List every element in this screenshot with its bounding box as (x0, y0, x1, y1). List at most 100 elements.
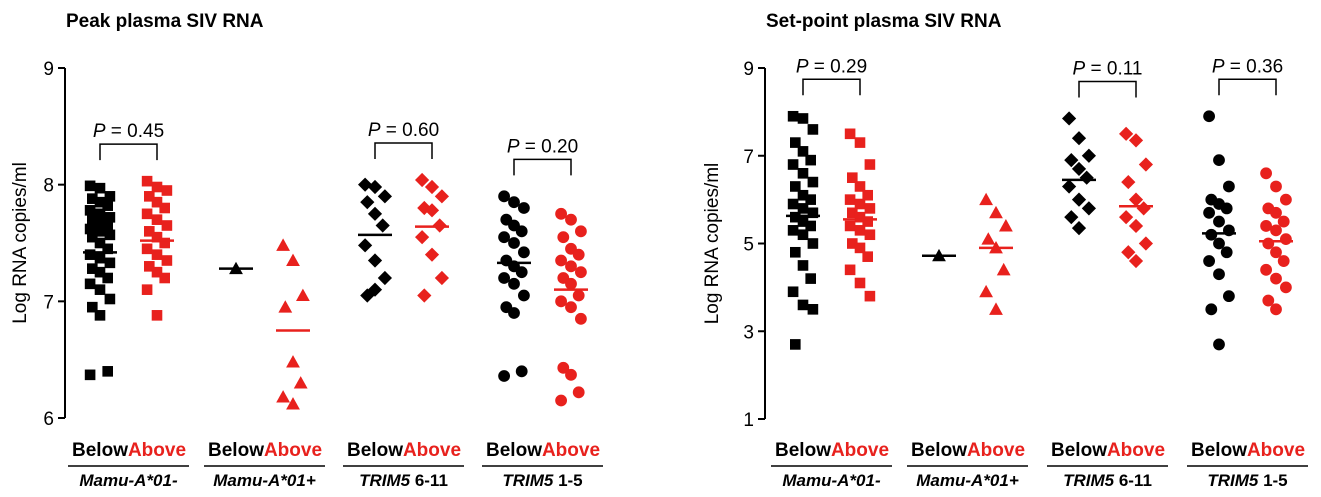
above-point (844, 128, 856, 140)
p-value-label: P = 0.29 (796, 56, 867, 77)
below-point (94, 284, 106, 295)
below-point (807, 176, 819, 188)
y-tick-label: 7 (743, 147, 754, 168)
panel-set-point-plasma: Set-point plasma SIV RNA Log RNA copies/m… (702, 11, 1308, 490)
significance-bracket (374, 142, 433, 159)
group-trim5-1-5: Below Above TRIM5 1-5 P = 0.20 (482, 136, 603, 490)
above-point (415, 230, 430, 245)
above-point (854, 277, 866, 289)
below-point (1071, 221, 1087, 236)
below-point (787, 198, 799, 210)
y-axis-label: Log RNA copies/ml (10, 162, 31, 324)
above-point (854, 225, 866, 236)
below-point (1203, 206, 1215, 219)
above-point (1136, 201, 1151, 216)
above-point (572, 386, 585, 399)
above-point (276, 390, 290, 403)
below-category-label: Below (347, 440, 403, 461)
above-point (1260, 263, 1272, 276)
below-point (1220, 246, 1233, 259)
group-trim5-6-11: Below Above TRIM5 6-11 P = 0.60 (343, 120, 464, 490)
below-point (1223, 290, 1235, 303)
above-point (575, 312, 587, 325)
above-category-label: Above (128, 440, 186, 461)
below-point (790, 339, 801, 350)
below-point (1064, 153, 1079, 168)
above-point (989, 205, 1003, 219)
below-point (1079, 170, 1094, 185)
above-point (434, 189, 449, 204)
below-point (87, 214, 98, 225)
p-value-label: P = 0.20 (507, 136, 578, 157)
below-point (1213, 215, 1225, 228)
below-point (102, 366, 113, 377)
below-point (805, 220, 816, 232)
significance-bracket (99, 143, 158, 161)
below-point (807, 207, 819, 219)
above-point (296, 288, 310, 302)
below-point (87, 263, 98, 274)
below-point (1213, 154, 1225, 167)
group-mamu-a-01-: Below Above Mamu-A*01+ (907, 192, 1028, 490)
below-point (797, 113, 809, 124)
below-point (84, 249, 96, 260)
below-point (367, 179, 383, 195)
above-category-label: Above (1107, 440, 1165, 461)
above-point (276, 238, 290, 251)
y-tick-label: 9 (743, 59, 754, 80)
significance-bracket (802, 78, 861, 96)
above-point (1270, 303, 1282, 316)
above-category-label: Above (967, 440, 1025, 461)
below-point (805, 194, 816, 205)
above-point (981, 232, 996, 245)
below-point (104, 229, 116, 241)
above-point (286, 253, 300, 267)
below-point (790, 246, 801, 258)
group-label: Mamu-A*01- (79, 471, 178, 490)
y-axis-label: Log RNA copies/ml (702, 163, 723, 325)
above-point (555, 254, 567, 267)
above-point (996, 262, 1011, 276)
above-point (979, 284, 993, 298)
above-point (159, 202, 170, 214)
above-point (151, 214, 163, 225)
below-point (790, 211, 801, 223)
above-point (1270, 272, 1282, 285)
below-point (102, 272, 113, 284)
below-point (367, 282, 383, 297)
above-point (844, 264, 856, 276)
below-category-label: Below (1051, 440, 1107, 461)
above-category-label: Above (264, 440, 322, 461)
above-point (557, 231, 570, 244)
below-point (94, 252, 106, 264)
above-point (847, 238, 858, 249)
above-point (1260, 167, 1272, 180)
above-point (1277, 255, 1290, 267)
below-point (787, 286, 799, 298)
above-point (575, 225, 587, 238)
above-point (557, 361, 570, 374)
above-point (151, 310, 163, 321)
below-category-label: Below (1191, 440, 1247, 461)
below-point (1071, 161, 1087, 177)
below-point (102, 243, 113, 255)
above-point (161, 220, 173, 231)
below-point (787, 110, 799, 122)
above-point (844, 194, 856, 205)
below-point (358, 177, 373, 192)
below-point (797, 168, 809, 179)
above-category-label: Above (1247, 440, 1305, 461)
below-point (1220, 202, 1233, 215)
above-point (854, 211, 866, 223)
below-point (1081, 201, 1096, 216)
below-point (805, 154, 816, 166)
above-point (1128, 192, 1144, 207)
above-point (565, 277, 577, 290)
group-label: Mamu-A*01- (782, 471, 881, 490)
p-value-label: P = 0.36 (1212, 56, 1283, 77)
below-point (1062, 179, 1077, 194)
above-point (999, 219, 1013, 232)
below-point (94, 226, 106, 237)
above-point (1128, 253, 1144, 269)
